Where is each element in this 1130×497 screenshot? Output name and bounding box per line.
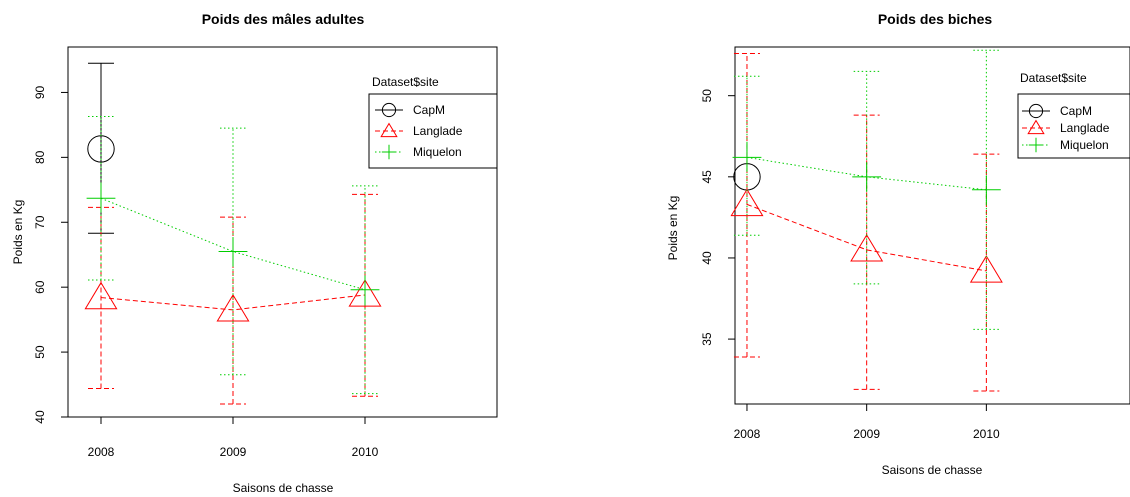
- y-tick-label: 90: [33, 85, 47, 99]
- x-tick-label: 2008: [88, 445, 115, 459]
- data-point: [348, 279, 382, 307]
- legend-marker: [1028, 103, 1044, 119]
- chart-males: Poids des mâles adultes Saisons de chass…: [11, 11, 498, 495]
- legend-label: CapM: [1060, 104, 1092, 118]
- y-tick-label: 35: [700, 332, 714, 346]
- legend: Dataset$site CapM Langlade Miquelon: [368, 75, 498, 169]
- data-point: [850, 233, 884, 262]
- y-tick-label: 40: [700, 251, 714, 265]
- legend-marker: [381, 102, 397, 118]
- plot-frame: [67, 46, 498, 418]
- data-point: [218, 237, 248, 266]
- legend-label: CapM: [413, 103, 445, 117]
- x-tick-label: 2010: [973, 427, 1000, 441]
- plot-frame: [734, 46, 1130, 405]
- y-tick-label: 50: [700, 89, 714, 103]
- data-point: [969, 255, 1003, 283]
- series-miquelon: [732, 49, 1001, 330]
- chart-marks: 2008 2009 2010 35 40 45 50: [700, 49, 1003, 441]
- data-point: [730, 188, 764, 217]
- legend-marker: [381, 144, 397, 160]
- chart-biches: Poids des biches Saisons de chasse Poids…: [666, 11, 1130, 477]
- legend-marker: [1027, 119, 1045, 135]
- legend-marker: [1028, 137, 1044, 153]
- chart-title: Poids des biches: [878, 11, 993, 27]
- legend-label: Langlade: [1060, 121, 1110, 135]
- series-miquelon: [86, 115, 380, 395]
- legend-box: [368, 93, 498, 169]
- x-axis-label: Saisons de chasse: [233, 481, 334, 495]
- legend-marker: [380, 122, 398, 138]
- x-tick-label: 2010: [352, 445, 379, 459]
- chart-title: Poids des mâles adultes: [202, 11, 365, 27]
- data-point: [971, 175, 1001, 205]
- data-point: [86, 183, 116, 213]
- y-tick-label: 80: [33, 150, 47, 164]
- y-tick-label: 70: [33, 215, 47, 229]
- y-tick-label: 45: [700, 170, 714, 184]
- series-langlade: [730, 52, 1003, 392]
- y-tick-label: 40: [33, 410, 47, 424]
- data-point: [350, 275, 380, 305]
- x-tick-label: 2009: [220, 445, 247, 459]
- x-tick-label: 2009: [853, 427, 880, 441]
- y-axis-label: Poids en Kg: [11, 200, 25, 265]
- x-axis-label: Saisons de chasse: [882, 463, 983, 477]
- series-line: [746, 203, 987, 272]
- chart-marks: 2008 2009 2010 40 50 60 70 80 90: [33, 62, 382, 459]
- legend-label: Miquelon: [413, 145, 462, 159]
- x-tick-label: 2008: [734, 427, 761, 441]
- y-axis-label: Poids en Kg: [666, 196, 680, 261]
- legend: Dataset$site CapM Langlade Miquelon: [1017, 71, 1130, 159]
- legend-items: CapM Langlade Miquelon: [1022, 103, 1110, 153]
- legend-items: CapM Langlade Miquelon: [375, 102, 463, 160]
- legend-title: Dataset$site: [1020, 71, 1087, 85]
- legend-label: Langlade: [413, 124, 463, 138]
- data-point: [852, 162, 882, 192]
- y-tick-label: 50: [33, 345, 47, 359]
- data-point: [84, 281, 118, 310]
- legend-title: Dataset$site: [372, 75, 439, 89]
- y-tick-label: 60: [33, 280, 47, 294]
- data-point: [732, 142, 762, 172]
- legend-label: Miquelon: [1060, 138, 1109, 152]
- data-point: [216, 294, 250, 322]
